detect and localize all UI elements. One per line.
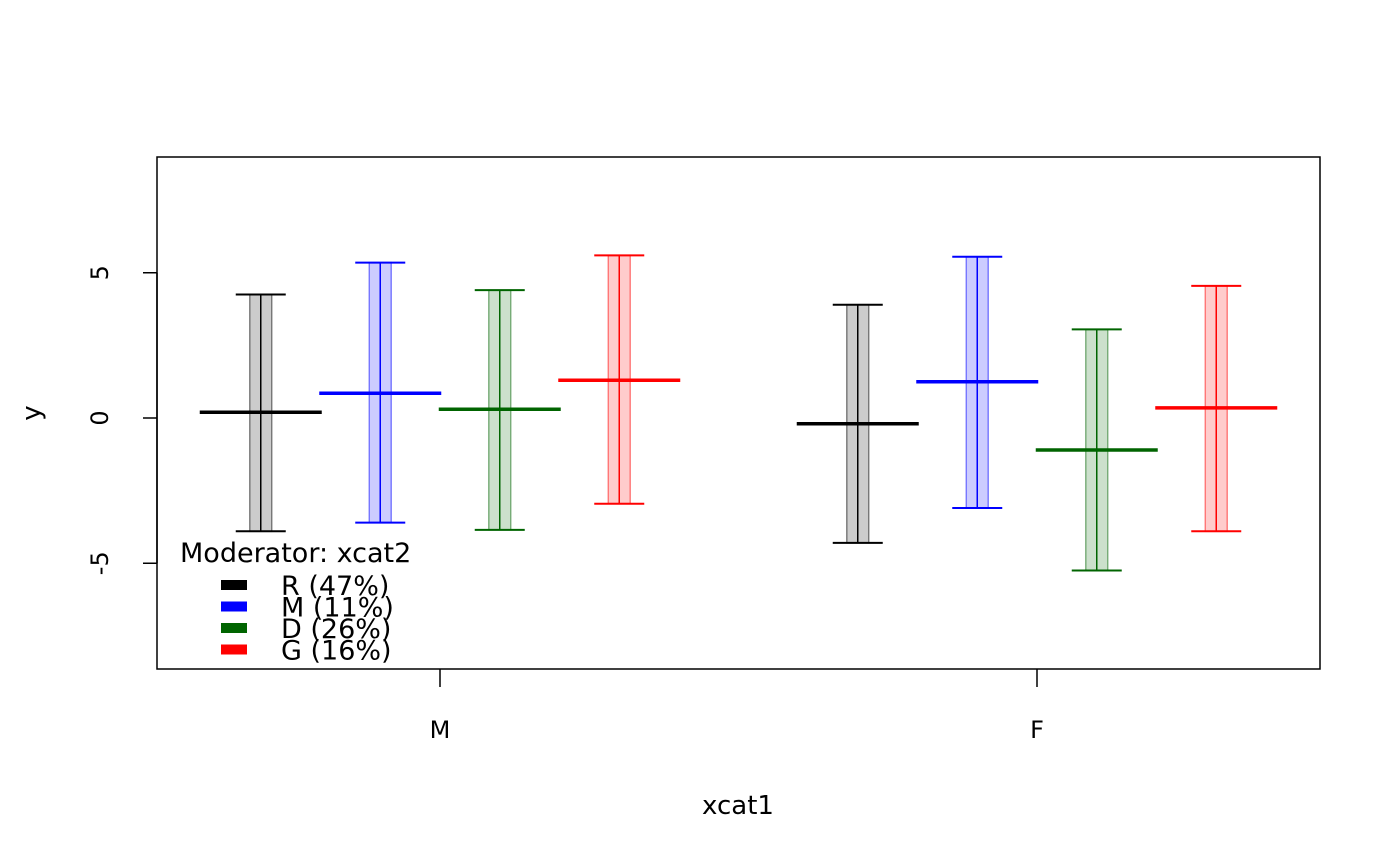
error-bar-m-f (916, 255, 1039, 510)
legend-swatch (221, 601, 247, 612)
y-tick-label: 5 (86, 265, 114, 280)
legend-label: R (47%) (281, 571, 389, 602)
error-bar-g-m (558, 254, 681, 505)
error-bar-r-f (796, 303, 919, 544)
y-axis: -5 0 5 (86, 265, 158, 575)
legend-swatch (221, 623, 247, 633)
error-bar-d-f (1035, 328, 1158, 572)
y-tick-label: 0 (86, 410, 114, 425)
error-bar-d-m (438, 289, 561, 531)
x-tick-label: F (1030, 716, 1044, 744)
error-bar-m-m (319, 261, 442, 524)
legend-label: M (11%) (281, 593, 394, 624)
error-bars (199, 254, 1278, 572)
x-axis-label: xcat1 (702, 791, 774, 821)
y-tick-label: -5 (86, 551, 114, 575)
x-tick-label: M (430, 716, 451, 744)
error-bar-g-f (1155, 284, 1278, 533)
legend-swatch (221, 644, 247, 655)
error-bar-r-m (199, 293, 322, 533)
legend-label: G (16%) (281, 636, 392, 667)
legend-title: Moderator: xcat2 (180, 538, 411, 569)
legend-swatch (221, 580, 247, 590)
legend: Moderator: xcat2 R (47%)M (11%)D (26%)G … (180, 538, 411, 667)
legend-label: D (26%) (281, 614, 391, 645)
y-axis-label: y (17, 405, 47, 420)
